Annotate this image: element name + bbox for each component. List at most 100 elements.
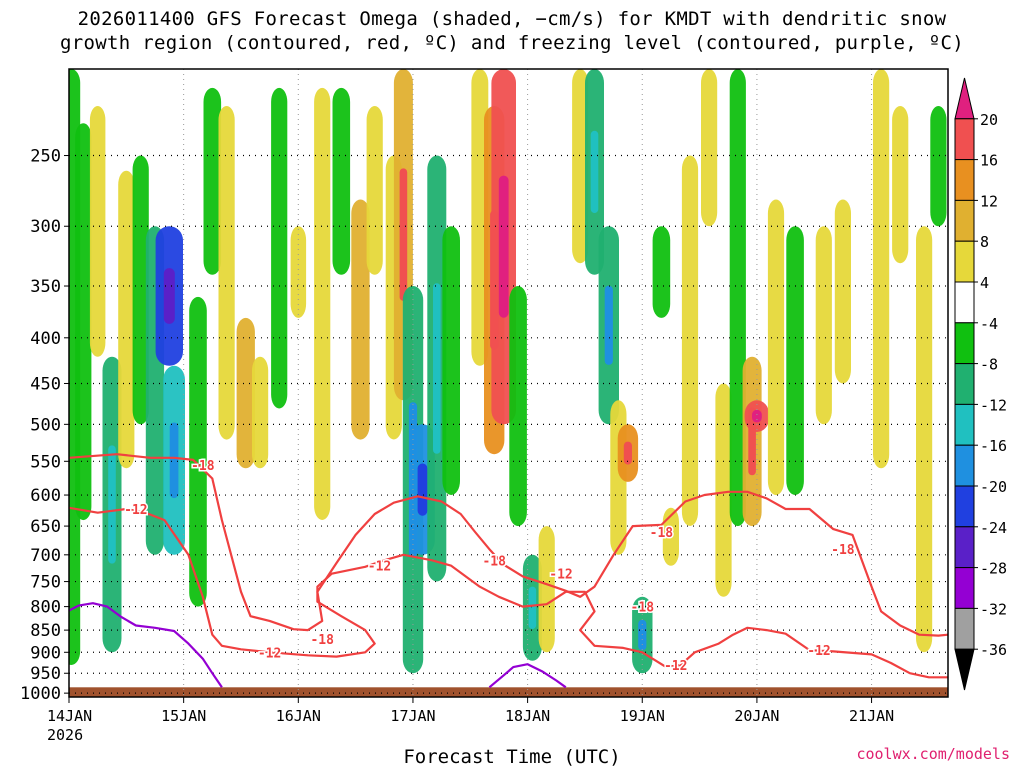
contour-label: -18 bbox=[631, 601, 655, 616]
contour-label: -12 bbox=[664, 659, 687, 674]
colorbar-swatch bbox=[954, 444, 975, 487]
omega-cell bbox=[218, 106, 235, 440]
colorbar-label: -12 bbox=[980, 396, 1007, 414]
colorbar-label: 4 bbox=[980, 274, 989, 292]
contour-label: -18 bbox=[482, 554, 506, 569]
colorbar-label: 8 bbox=[980, 233, 989, 251]
colorbar-label: 12 bbox=[980, 192, 998, 210]
y-tick-label: 750 bbox=[30, 573, 61, 593]
y-tick-label: 400 bbox=[30, 329, 61, 349]
colorbar-swatch bbox=[954, 159, 975, 201]
colorbar-label: -32 bbox=[980, 600, 1007, 618]
colorbar-swatch bbox=[954, 403, 975, 446]
x-tick-label: 17JAN bbox=[390, 707, 435, 725]
omega-cell-core bbox=[169, 422, 179, 499]
y-tick-label: 800 bbox=[30, 598, 61, 618]
y-tick-label: 300 bbox=[30, 217, 61, 237]
omega-cell bbox=[701, 69, 718, 227]
y-tick-label: 1000 bbox=[20, 684, 61, 704]
omega-cell bbox=[509, 286, 527, 527]
omega-cell bbox=[203, 87, 222, 275]
omega-cell-core bbox=[590, 130, 599, 213]
omega-cell bbox=[290, 226, 307, 318]
x-tick-label: 16JAN bbox=[276, 707, 321, 725]
omega-cell bbox=[572, 69, 589, 264]
y-tick-label: 250 bbox=[30, 147, 61, 167]
x-tick-label: 21JAN bbox=[849, 707, 894, 725]
omega-cell bbox=[767, 199, 785, 496]
contour-label: -18 bbox=[831, 543, 855, 558]
colorbar-label: -36 bbox=[980, 641, 1007, 659]
y-tick-label: 450 bbox=[30, 375, 61, 395]
terrain-band bbox=[69, 687, 948, 697]
credit-text: coolwx.com/models bbox=[856, 745, 1010, 763]
omega-cell-core bbox=[752, 409, 762, 423]
dgz-contour-line bbox=[69, 506, 948, 679]
dgz-contour-line bbox=[69, 453, 948, 637]
colorbar-cap-top bbox=[954, 77, 975, 120]
x-tick-label: 20JAN bbox=[734, 707, 779, 725]
freezing-level-line bbox=[488, 663, 567, 689]
freezing-level-line bbox=[69, 602, 223, 688]
omega-cell-core bbox=[417, 463, 428, 516]
contour-label: -18 bbox=[191, 459, 215, 474]
omega-cell bbox=[786, 226, 804, 495]
omega-cell bbox=[442, 226, 460, 495]
plot-area: -18 -18 -18 -18 -18 -18 -12 -12 -12 -12 -12 -12 250 3… bbox=[20, 68, 949, 744]
omega-cell-core bbox=[163, 268, 175, 324]
omega-cell bbox=[681, 155, 699, 526]
omega-cell bbox=[366, 106, 383, 275]
omega-cell bbox=[252, 356, 269, 469]
x-axis-label: Forecast Time (UTC) bbox=[403, 746, 621, 768]
contour-label: -12 bbox=[258, 646, 281, 661]
omega-cell bbox=[652, 226, 671, 318]
y-tick-label: 900 bbox=[30, 643, 61, 663]
x-tick-label: 14JAN bbox=[47, 707, 92, 725]
colorbar-swatch bbox=[954, 485, 975, 528]
colorbar-label: -8 bbox=[980, 356, 998, 374]
x-tick-label: 15JAN bbox=[161, 707, 206, 725]
colorbar: 20 16 12 8 4 -4 -8 -12 -16 -20 -24 -28 -32 -36 bbox=[954, 77, 1007, 691]
omega-cell bbox=[538, 526, 555, 653]
contour-label: -12 bbox=[807, 644, 830, 659]
omega-cell bbox=[236, 317, 255, 469]
colorbar-swatch bbox=[954, 607, 975, 650]
chart-title-line-2: growth region (contoured, red, ºC) and f… bbox=[60, 32, 964, 54]
colorbar-swatch bbox=[954, 567, 975, 609]
omega-cell bbox=[332, 87, 351, 275]
y-tick-label: 350 bbox=[30, 277, 61, 297]
y-tick-label: 650 bbox=[30, 517, 61, 537]
omega-cell-core bbox=[623, 441, 632, 465]
y-tick-label: 550 bbox=[30, 452, 61, 472]
colorbar-label: -28 bbox=[980, 560, 1007, 578]
colorbar-swatch bbox=[954, 118, 975, 161]
x-tick-label: 2026 bbox=[47, 726, 83, 744]
chart-title-line-1: 2026011400 GFS Forecast Omega (shaded, −… bbox=[77, 8, 947, 30]
contour-label: -12 bbox=[368, 560, 391, 575]
omega-cell bbox=[351, 199, 370, 440]
colorbar-cap-bottom bbox=[954, 648, 975, 691]
omega-cell bbox=[892, 106, 909, 264]
omega-cell-core bbox=[498, 175, 509, 318]
omega-cell bbox=[729, 69, 746, 527]
contour-label: -18 bbox=[310, 633, 334, 648]
contour-label: -18 bbox=[650, 526, 674, 541]
y-tick-label: 600 bbox=[30, 486, 61, 506]
colorbar-label: 20 bbox=[980, 111, 998, 129]
omega-cell bbox=[815, 226, 832, 425]
colorbar-label: -4 bbox=[980, 315, 998, 333]
omega-cell-core bbox=[604, 285, 613, 365]
y-tick-label: 700 bbox=[30, 546, 61, 566]
colorbar-label: -20 bbox=[980, 478, 1007, 496]
colorbar-swatch bbox=[954, 322, 975, 365]
colorbar-swatch bbox=[954, 363, 975, 405]
omega-cell-core bbox=[399, 168, 408, 301]
colorbar-swatch bbox=[954, 281, 975, 324]
y-tick-label: 950 bbox=[30, 664, 61, 684]
colorbar-swatch bbox=[954, 526, 975, 569]
omega-cell bbox=[662, 507, 679, 566]
omega-cell bbox=[189, 296, 207, 607]
omega-cell bbox=[132, 155, 149, 425]
